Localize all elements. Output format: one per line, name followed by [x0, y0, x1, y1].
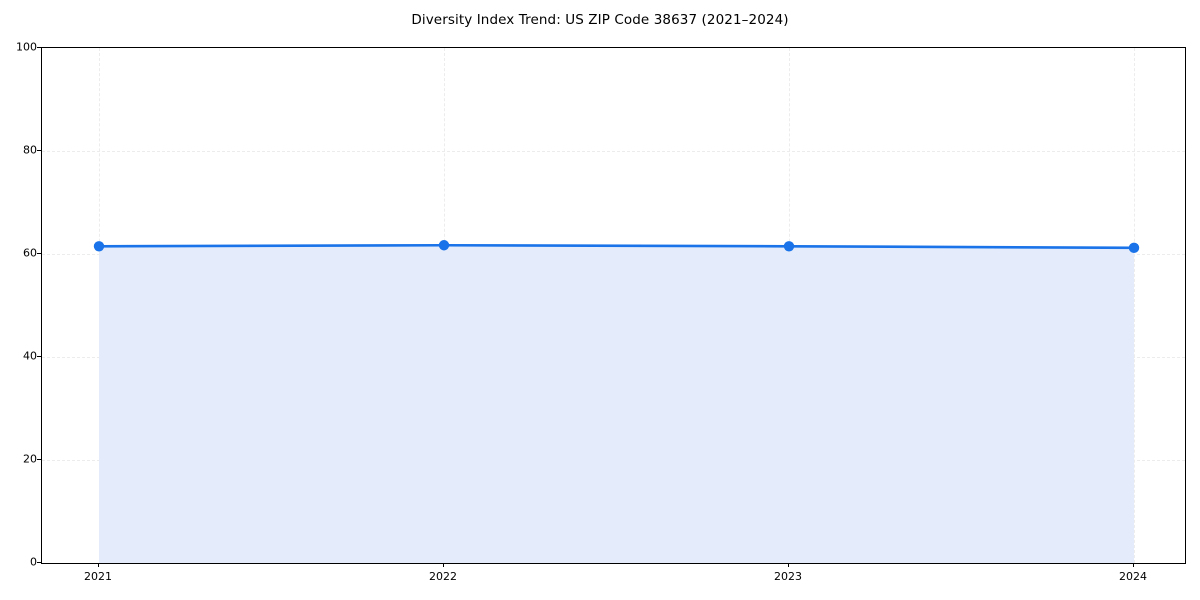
x-tick-mark [1133, 563, 1134, 567]
gridline-horizontal [42, 151, 1185, 152]
y-tick-label: 20 [23, 452, 37, 466]
data-point-marker [783, 241, 795, 252]
series-svg [93, 240, 1140, 563]
y-tick-mark [37, 356, 41, 357]
x-tick-label: 2023 [774, 570, 802, 583]
plot-area [41, 47, 1186, 564]
series-line [97, 243, 1136, 250]
x-tick-label: 2022 [429, 570, 457, 583]
data-point-marker [1128, 242, 1140, 254]
x-tick-mark [788, 563, 789, 567]
y-tick-mark [37, 562, 41, 563]
y-tick-mark [37, 47, 41, 48]
series-markers [93, 240, 1140, 254]
plot-inner [42, 48, 1185, 563]
x-tick-label: 2021 [84, 570, 112, 583]
x-tick-mark [98, 563, 99, 567]
x-tick-label: 2024 [1119, 570, 1147, 583]
y-tick-label: 100 [16, 40, 37, 54]
x-tick-mark [443, 563, 444, 567]
data-point-marker [438, 240, 450, 251]
y-tick-mark [37, 253, 41, 254]
data-point-marker [93, 241, 105, 252]
y-tick-label: 60 [23, 246, 37, 260]
y-tick-label: 0 [30, 555, 37, 569]
y-tick-label: 40 [23, 349, 37, 363]
y-tick-label: 80 [23, 143, 37, 157]
y-tick-mark [37, 459, 41, 460]
chart-title: Diversity Index Trend: US ZIP Code 38637… [411, 12, 789, 28]
gridline-vertical [1134, 48, 1135, 563]
area-fill [99, 245, 1134, 563]
y-tick-mark [37, 150, 41, 151]
